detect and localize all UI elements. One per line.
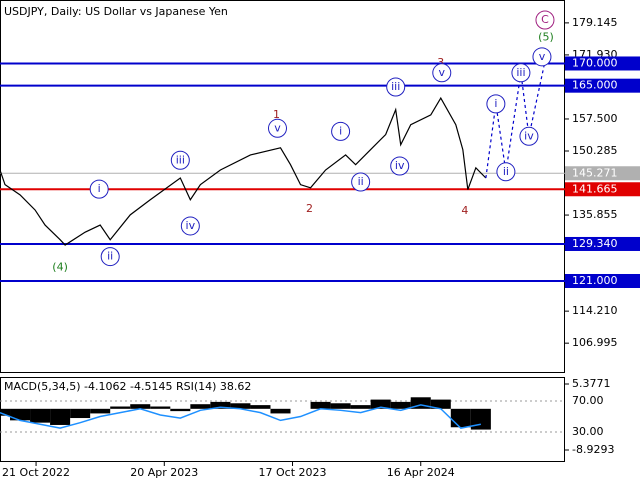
level-label: 129.340 (572, 237, 618, 250)
wave-circle (386, 77, 406, 97)
wave-circle (331, 121, 351, 141)
macd-bar (90, 408, 111, 414)
wave-label: 2 (306, 202, 313, 215)
wave-label: iv (186, 219, 196, 232)
y-tick-label: -8.9293 (572, 443, 614, 456)
wave-circle (100, 247, 120, 267)
macd-bar (230, 403, 251, 409)
level-label-box (565, 236, 640, 251)
wave-circle (267, 118, 287, 138)
wave-label: ii (503, 165, 509, 178)
wave-label: iii (176, 153, 185, 166)
wave-label: (5) (538, 31, 554, 44)
y-tick-label: 114.210 (572, 304, 618, 317)
chart-title: USDJPY, Daily: US Dollar vs Japanese Yen (4, 5, 228, 18)
macd-bar (330, 403, 351, 409)
y-tick-label: 5.3771 (572, 377, 611, 390)
macd-bar (0, 408, 11, 416)
macd-bar (150, 406, 171, 409)
price-line (0, 96, 487, 246)
macd-bar (310, 401, 331, 409)
wave-label: 1 (273, 108, 280, 121)
wave-circle (351, 172, 371, 192)
level-label-box (565, 273, 640, 288)
forecast-line (485, 56, 547, 179)
level-label: 121.000 (572, 274, 618, 287)
wave-circle (519, 126, 539, 146)
sub-frame (0, 377, 565, 462)
macd-bar (170, 408, 191, 412)
wave-label: v (439, 66, 446, 79)
macd-bar (50, 408, 71, 425)
wave-label: ii (107, 250, 113, 263)
wave-label: v (274, 121, 281, 134)
y-tick-label: 157.500 (572, 112, 618, 125)
wave-label: i (339, 124, 342, 137)
macd-bar (110, 406, 131, 409)
macd-bar (350, 405, 371, 409)
macd-bar (470, 408, 491, 430)
x-tick-label: 16 Apr 2024 (387, 466, 455, 479)
level-label-box (565, 182, 640, 197)
wave-label: C (541, 13, 549, 26)
wave-label: ii (358, 175, 364, 188)
y-tick-label: 179.145 (572, 16, 618, 29)
wave-circle (535, 10, 555, 30)
rsi-line (0, 404, 481, 429)
x-tick-label: 17 Oct 2023 (259, 466, 327, 479)
macd-bar (270, 408, 291, 414)
level-label: 141.665 (572, 182, 618, 195)
wave-label: iv (524, 129, 534, 142)
macd-bar (250, 405, 271, 409)
y2-tick-label: 70.00 (572, 394, 604, 407)
wave-label: iv (395, 159, 405, 172)
wave-circle (532, 47, 552, 67)
wave-label: i (98, 182, 101, 195)
wave-circle (486, 94, 506, 114)
macd-bar (130, 404, 151, 409)
wave-label: v (539, 50, 546, 63)
wave-label: (4) (52, 261, 68, 274)
level-label-box (565, 56, 640, 71)
macd-bar (390, 401, 411, 409)
y-tick-label: 135.855 (572, 208, 618, 221)
wave-label: 4 (461, 204, 468, 217)
level-label: 165.000 (572, 79, 618, 92)
wave-label: iii (516, 66, 525, 79)
macd-bar (190, 404, 211, 409)
macd-bar (70, 408, 91, 419)
y-tick-label: 106.995 (572, 336, 618, 349)
macd-bar (10, 408, 31, 421)
x-tick-label: 21 Oct 2022 (2, 466, 70, 479)
wave-circle (180, 216, 200, 236)
wave-circle (511, 63, 531, 83)
wave-label: 3 (437, 56, 444, 69)
sub-title: MACD(5,34,5) -4.1062 -4.5145 RSI(14) 38.… (4, 380, 251, 393)
level-label-box (565, 166, 640, 181)
macd-bar (30, 408, 51, 423)
main-frame (0, 0, 565, 373)
macd-bar (210, 401, 231, 409)
y-tick-label: 150.285 (572, 144, 618, 157)
level-label-box (565, 78, 640, 93)
macd-bar (410, 397, 431, 409)
x-tick-label: 20 Apr 2023 (130, 466, 198, 479)
macd-bar (430, 399, 451, 409)
macd-bar (450, 408, 471, 428)
wave-label: iii (391, 80, 400, 93)
wave-circle (89, 179, 109, 199)
wave-label: i (494, 97, 497, 110)
level-label: 145.271 (572, 166, 618, 179)
level-label: 170.000 (572, 56, 618, 69)
macd-bar (370, 399, 391, 409)
wave-circle (170, 150, 190, 170)
wave-circle (496, 162, 516, 182)
y2-tick-label: 30.00 (572, 425, 604, 438)
wave-circle (390, 156, 410, 176)
wave-circle (432, 63, 452, 83)
